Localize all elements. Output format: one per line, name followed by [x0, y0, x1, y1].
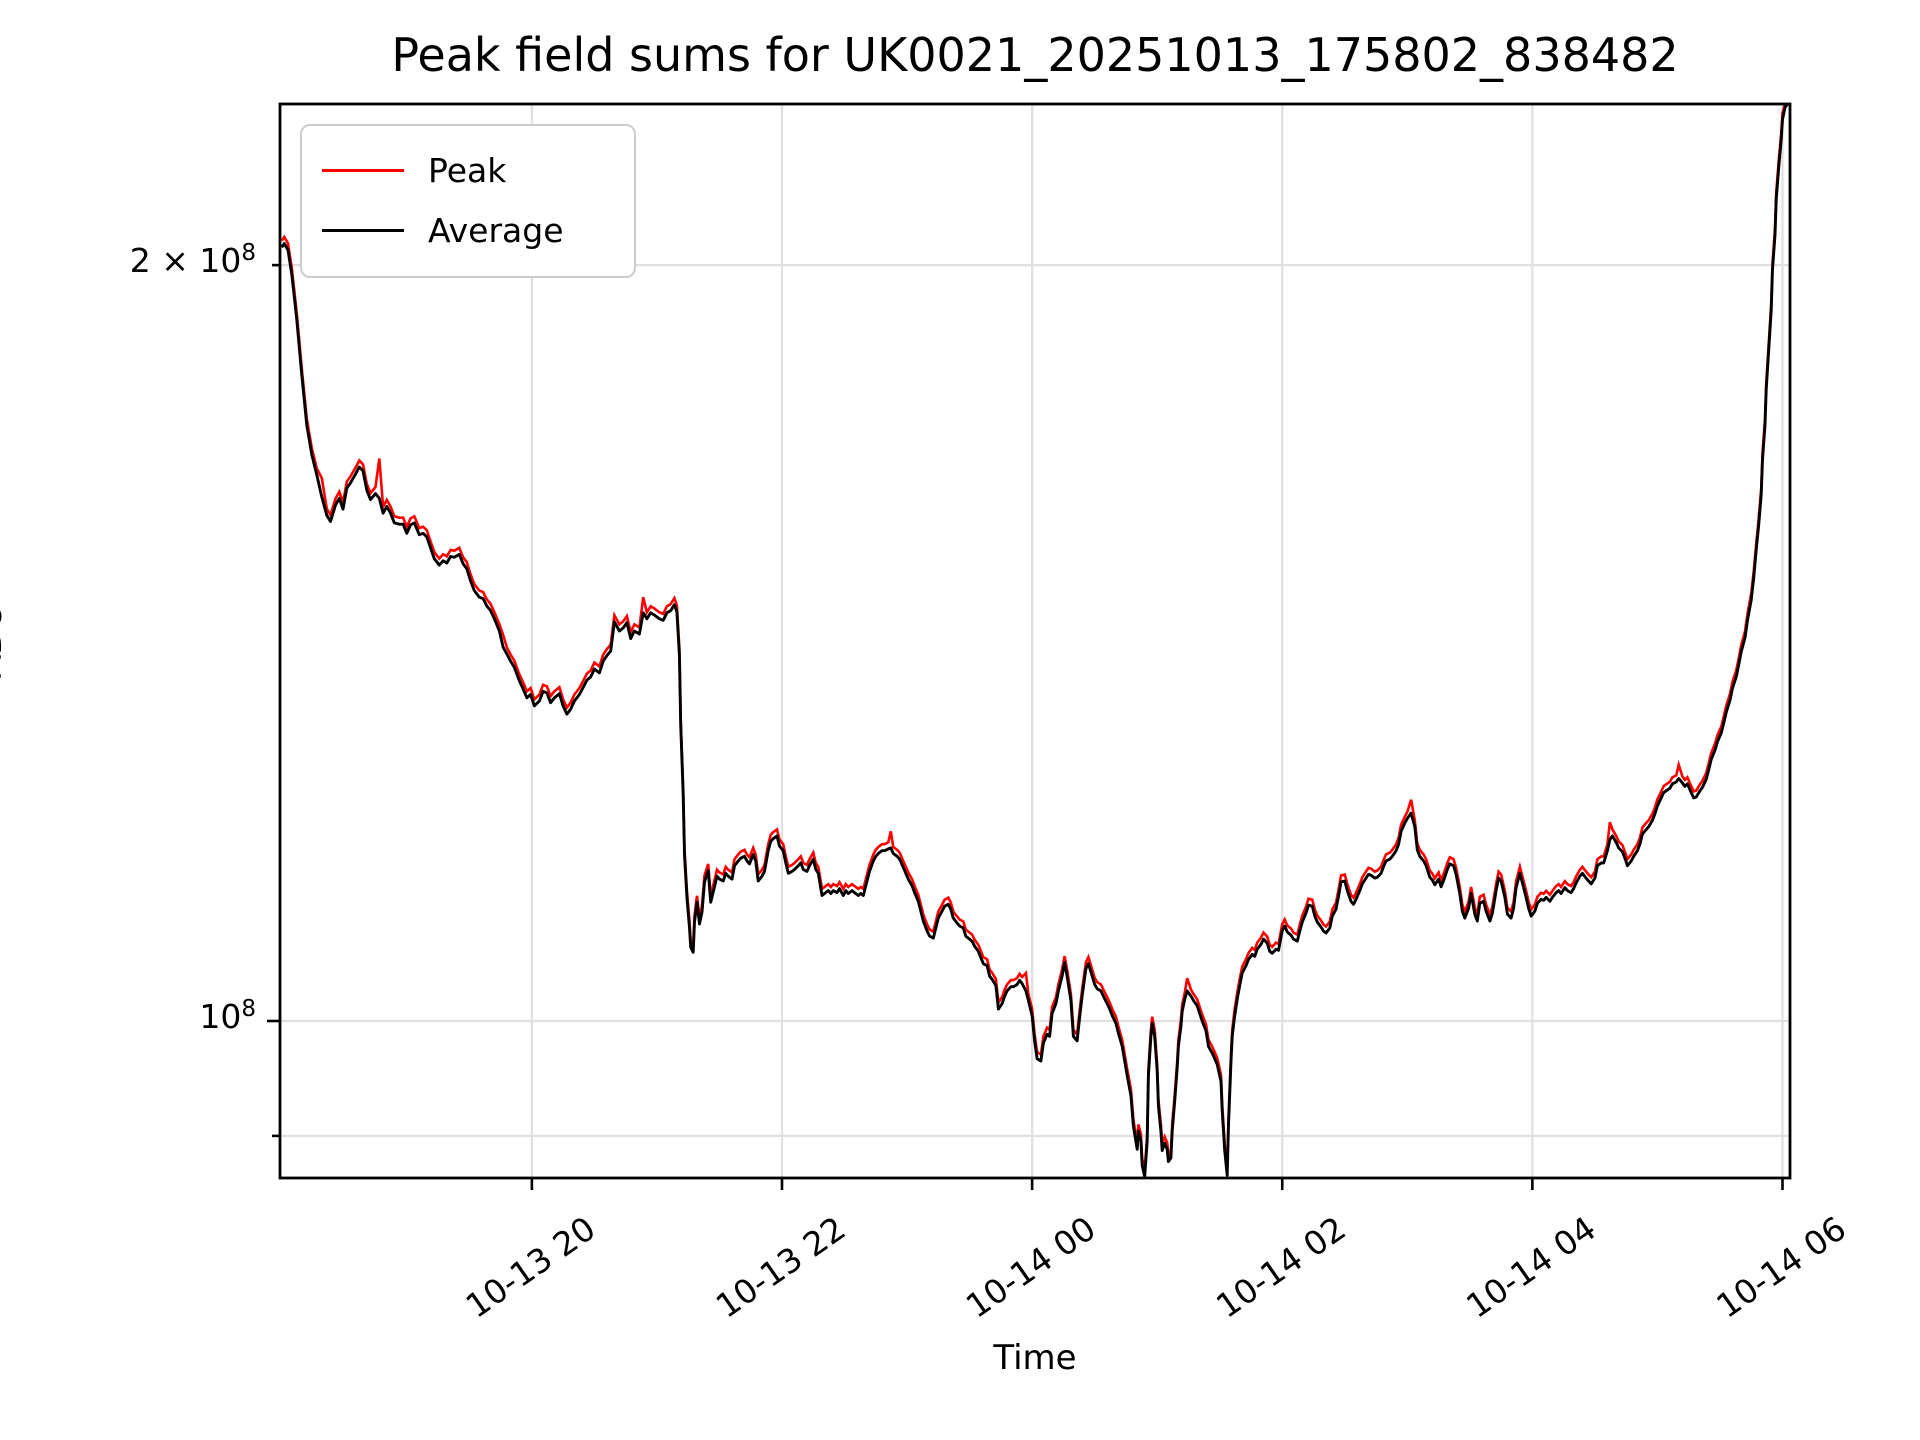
legend-label-average: Average	[428, 210, 564, 250]
x-tick-label: 10-14 06	[1709, 1209, 1853, 1326]
chart-title: Peak field sums for UK0021_20251013_1758…	[391, 28, 1679, 82]
legend-item-average: Average	[322, 200, 612, 260]
y-tick-label: 108	[199, 996, 256, 1036]
x-tick-label: 10-14 00	[959, 1209, 1103, 1326]
x-tick-labels: 10-13 20 10-13 22 10-14 00 10-14 02 10-14 04…	[459, 1209, 1854, 1326]
gridlines	[280, 104, 1790, 1178]
x-axis-label: Time	[993, 1338, 1077, 1378]
legend-label-peak: Peak	[428, 150, 507, 190]
y-tick-label: 2 × 108	[129, 240, 256, 281]
x-tick-label: 10-13 22	[709, 1209, 853, 1326]
average-line	[280, 104, 1789, 1178]
x-tick-label: 10-14 02	[1209, 1209, 1353, 1326]
x-tick-label: 10-14 04	[1459, 1209, 1603, 1326]
average-line-swatch	[322, 228, 404, 232]
peak-line-swatch	[322, 168, 404, 172]
legend-item-peak: Peak	[322, 140, 612, 200]
tick-marks	[267, 263, 1784, 1190]
axes-spines	[278, 102, 1792, 1180]
curves	[280, 104, 1789, 1178]
x-tick-label: 10-13 20	[459, 1209, 603, 1326]
legend: Peak Average	[300, 124, 636, 278]
